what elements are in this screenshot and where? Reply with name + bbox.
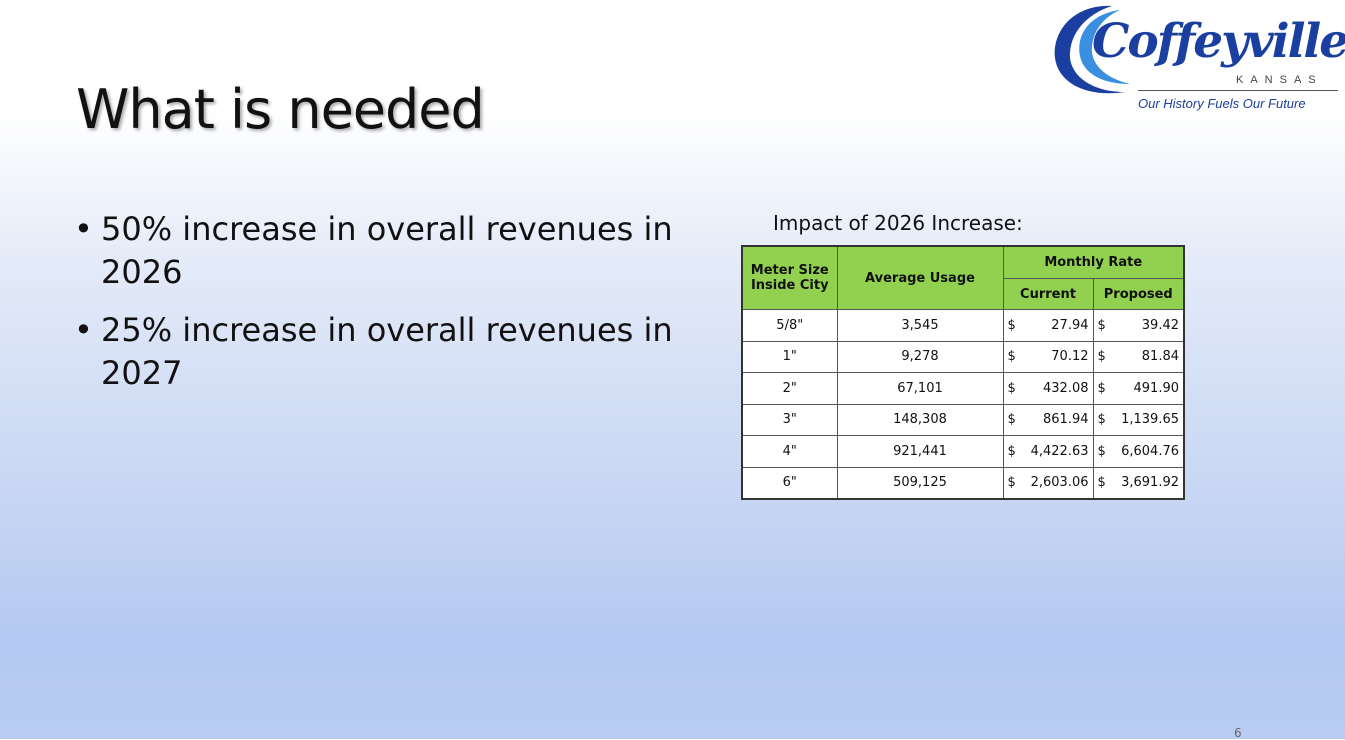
current-rate-cell: $4,422.63 (1002, 435, 1094, 468)
meter-size-cell: 2" (741, 372, 838, 405)
header-average-usage: Average Usage (836, 245, 1004, 310)
current-rate-cell: $2,603.06 (1002, 466, 1094, 500)
currency-symbol: $ (1097, 412, 1106, 428)
currency-symbol: $ (1007, 380, 1016, 396)
usage-cell: 509,125 (836, 466, 1004, 500)
proposed-rate-cell: $6,604.76 (1092, 435, 1185, 468)
meter-size-cell: 5/8" (741, 309, 838, 342)
current-rate-cell-value: 2,603.06 (1030, 475, 1089, 491)
usage-cell: 67,101 (836, 372, 1004, 405)
current-rate-cell-value: 4,422.63 (1030, 443, 1089, 459)
table-row: 6" 509,125 $2,603.06 $3,691.92 (741, 466, 1185, 500)
current-rate-cell: $27.94 (1002, 309, 1094, 342)
proposed-rate-cell: $39.42 (1092, 309, 1185, 342)
current-rate-cell: $70.12 (1002, 340, 1094, 373)
current-rate-cell-value: 27.94 (1051, 317, 1089, 333)
header-meter-size: Meter Size Inside City (741, 245, 838, 310)
coffeyville-logo: Coffeyville KANSAS Our History Fuels Our… (1050, 0, 1345, 115)
usage-cell: 921,441 (836, 435, 1004, 468)
proposed-rate-cell-value: 6,604.76 (1121, 443, 1179, 459)
currency-symbol: $ (1097, 475, 1106, 491)
bullet-text: 25% increase in overall revenues in 2027 (101, 311, 673, 392)
bullet-item: • 50% increase in overall revenues in 20… (74, 208, 674, 294)
proposed-rate-cell-value: 491.90 (1133, 380, 1180, 396)
table-caption: Impact of 2026 Increase: (773, 211, 1023, 235)
table-row: 2" 67,101 $432.08 $491.90 (741, 372, 1185, 405)
bullet-text: 50% increase in overall revenues in 2026 (101, 210, 673, 291)
bullet-marker: • (74, 210, 93, 248)
logo-divider (1138, 90, 1338, 91)
proposed-rate-cell-value: 3,691.92 (1121, 475, 1179, 491)
currency-symbol: $ (1097, 349, 1106, 365)
meter-size-cell: 6" (741, 466, 838, 500)
logo-tagline: Our History Fuels Our Future (1138, 96, 1306, 111)
usage-cell: 9,278 (836, 340, 1004, 373)
proposed-rate-cell: $1,139.65 (1092, 403, 1185, 436)
proposed-rate-cell-value: 1,139.65 (1121, 412, 1179, 428)
logo-swoosh-icon (1054, 5, 1130, 94)
table-row: 1" 9,278 $70.12 $81.84 (741, 340, 1185, 373)
usage-cell: 3,545 (836, 309, 1004, 342)
currency-symbol: $ (1007, 475, 1016, 491)
currency-symbol: $ (1007, 443, 1016, 459)
currency-symbol: $ (1097, 443, 1106, 459)
current-rate-cell: $432.08 (1002, 372, 1094, 405)
rate-table: Meter Size Inside City Average Usage Mon… (741, 245, 1185, 500)
currency-symbol: $ (1007, 349, 1016, 365)
logo-name: Coffeyville (1092, 14, 1345, 69)
currency-symbol: $ (1007, 412, 1016, 428)
table-row: 5/8" 3,545 $27.94 $39.42 (741, 309, 1185, 342)
proposed-rate-cell: $3,691.92 (1092, 466, 1185, 500)
proposed-rate-cell-value: 81.84 (1141, 349, 1179, 365)
bullet-marker: • (74, 311, 93, 349)
meter-size-cell: 3" (741, 403, 838, 436)
proposed-rate-cell-value: 39.42 (1141, 317, 1179, 333)
current-rate-cell-value: 432.08 (1043, 380, 1089, 396)
bullet-list: • 50% increase in overall revenues in 20… (74, 208, 674, 410)
header-monthly-rate: Monthly Rate (1002, 245, 1185, 280)
proposed-rate-cell: $491.90 (1092, 372, 1185, 405)
usage-cell: 148,308 (836, 403, 1004, 436)
header-proposed: Proposed (1092, 278, 1185, 310)
proposed-rate-cell: $81.84 (1092, 340, 1185, 373)
currency-symbol: $ (1097, 380, 1106, 396)
header-current: Current (1002, 278, 1094, 310)
meter-size-cell: 1" (741, 340, 838, 373)
current-rate-cell-value: 861.94 (1043, 412, 1089, 428)
table-row: 3" 148,308 $861.94 $1,139.65 (741, 403, 1185, 436)
meter-size-cell: 4" (741, 435, 838, 468)
bullet-item: • 25% increase in overall revenues in 20… (74, 309, 674, 395)
currency-symbol: $ (1007, 317, 1016, 333)
currency-symbol: $ (1097, 317, 1106, 333)
current-rate-cell: $861.94 (1002, 403, 1094, 436)
current-rate-cell-value: 70.12 (1051, 349, 1089, 365)
rate-table-body: 5/8" 3,545 $27.94 $39.42 1" 9,278 $70.12 $81.84… (741, 309, 1185, 500)
logo-state: KANSAS (1236, 74, 1323, 86)
slide-title: What is needed (76, 78, 485, 141)
page-number: 6 (1234, 726, 1242, 740)
table-row: 4" 921,441 $4,422.63 $6,604.76 (741, 435, 1185, 468)
